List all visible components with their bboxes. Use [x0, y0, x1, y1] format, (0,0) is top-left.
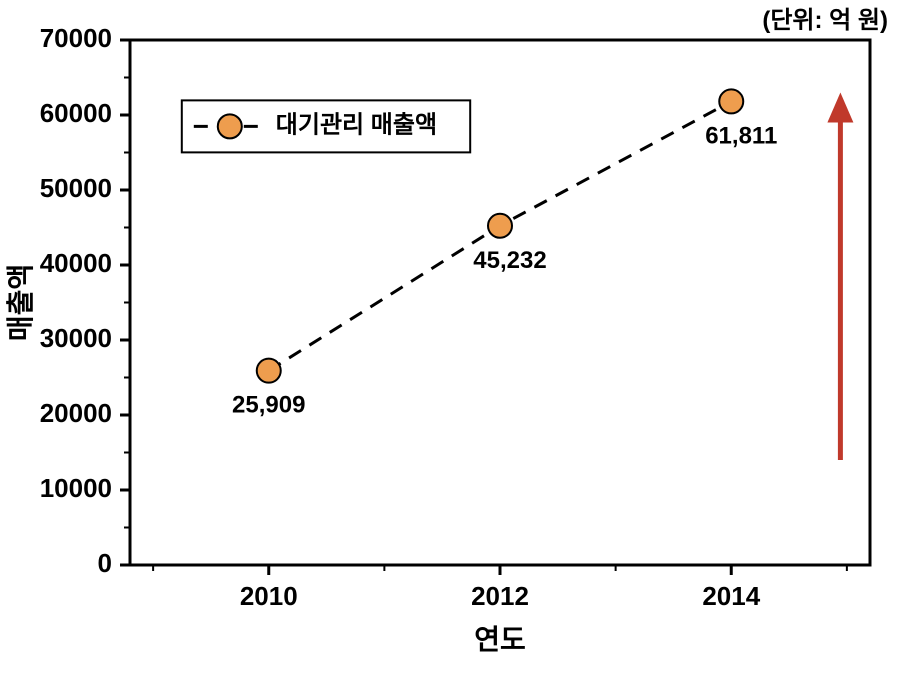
- y-tick-label: 60000: [40, 98, 112, 128]
- data-label: 25,909: [232, 392, 305, 419]
- x-axis-label: 연도: [474, 624, 526, 655]
- data-label: 61,811: [705, 122, 777, 149]
- chart-container: 0 10000 20000 30000 40000 50000 60000 70000 2010…: [0, 0, 898, 678]
- legend-marker: [218, 114, 242, 138]
- unit-label: (단위: 억 원): [762, 7, 888, 34]
- x-tick-label: 2014: [702, 581, 760, 611]
- line-chart: 0 10000 20000 30000 40000 50000 60000 70000 2010…: [0, 0, 898, 678]
- legend: 대기관리 매출액: [182, 100, 470, 152]
- y-tick-label: 10000: [40, 473, 112, 503]
- x-tick-label: 2010: [240, 581, 298, 611]
- y-tick-label: 20000: [40, 398, 112, 428]
- y-tick-label: 0: [98, 548, 112, 578]
- y-tick-label: 70000: [40, 23, 112, 53]
- data-marker: [719, 89, 743, 113]
- y-tick-label: 30000: [40, 323, 112, 353]
- data-label: 45,232: [473, 247, 546, 274]
- y-tick-label: 50000: [40, 173, 112, 203]
- data-marker: [257, 359, 281, 383]
- x-tick-label: 2012: [471, 581, 529, 611]
- data-marker: [488, 214, 512, 238]
- y-tick-label: 40000: [40, 248, 112, 278]
- legend-label: 대기관리 매출액: [276, 112, 437, 139]
- y-axis-label: 매출액: [5, 264, 36, 341]
